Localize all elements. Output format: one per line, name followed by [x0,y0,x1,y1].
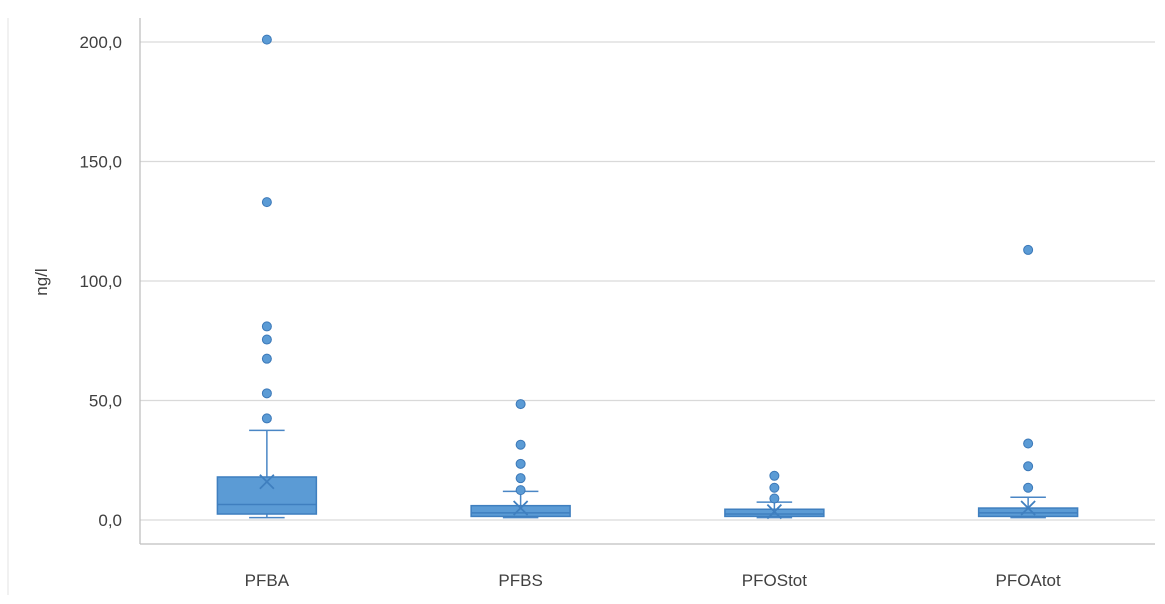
x-tick-label: PFOAtot [996,571,1061,590]
outlier-point [261,353,272,364]
box-pfba [216,34,318,519]
axes [139,18,1155,545]
box-series [216,34,1079,520]
outlier-point [769,493,780,504]
gridlines [140,41,1155,521]
mean-marker [766,503,783,520]
outlier-point [261,334,272,345]
box-pfoatot [977,244,1079,519]
outlier-point [515,399,526,410]
outlier-point [1023,438,1034,449]
x-tick-label: PFOStot [742,571,807,590]
x-tick-label: PFBS [498,571,542,590]
outlier-point [515,439,526,450]
box-pfostot [724,470,825,520]
outlier-point [261,413,272,424]
y-tick-label: 0,0 [98,511,122,530]
box-pfbs [470,399,571,519]
outlier-point [515,458,526,469]
outlier-point [1023,244,1034,255]
outlier-point [769,470,780,481]
outlier-point [1023,461,1034,472]
mean-marker [512,500,529,516]
outlier-point [261,321,272,332]
outlier-point [769,482,780,493]
outlier-point [515,485,526,496]
mean-marker [1020,500,1036,516]
outlier-point [515,473,526,484]
outlier-point [261,388,272,399]
mean-marker [259,474,275,490]
y-tick-label: 150,0 [79,153,122,172]
y-tick-label: 100,0 [79,272,122,291]
outlier-point [261,34,272,45]
y-tick-label: 200,0 [79,33,122,52]
iqr-box [216,476,318,515]
labels: ng/l 0,0 50,0 100,0 150,0 200,0 PFBA PFBS PFOSt… [32,33,1061,590]
outlier-point [261,197,272,208]
y-axis-title: ng/l [32,268,51,295]
y-tick-label: 50,0 [89,392,122,411]
outlier-point [1023,482,1034,493]
x-tick-label: PFBA [245,571,290,590]
iqr-box [470,504,571,518]
